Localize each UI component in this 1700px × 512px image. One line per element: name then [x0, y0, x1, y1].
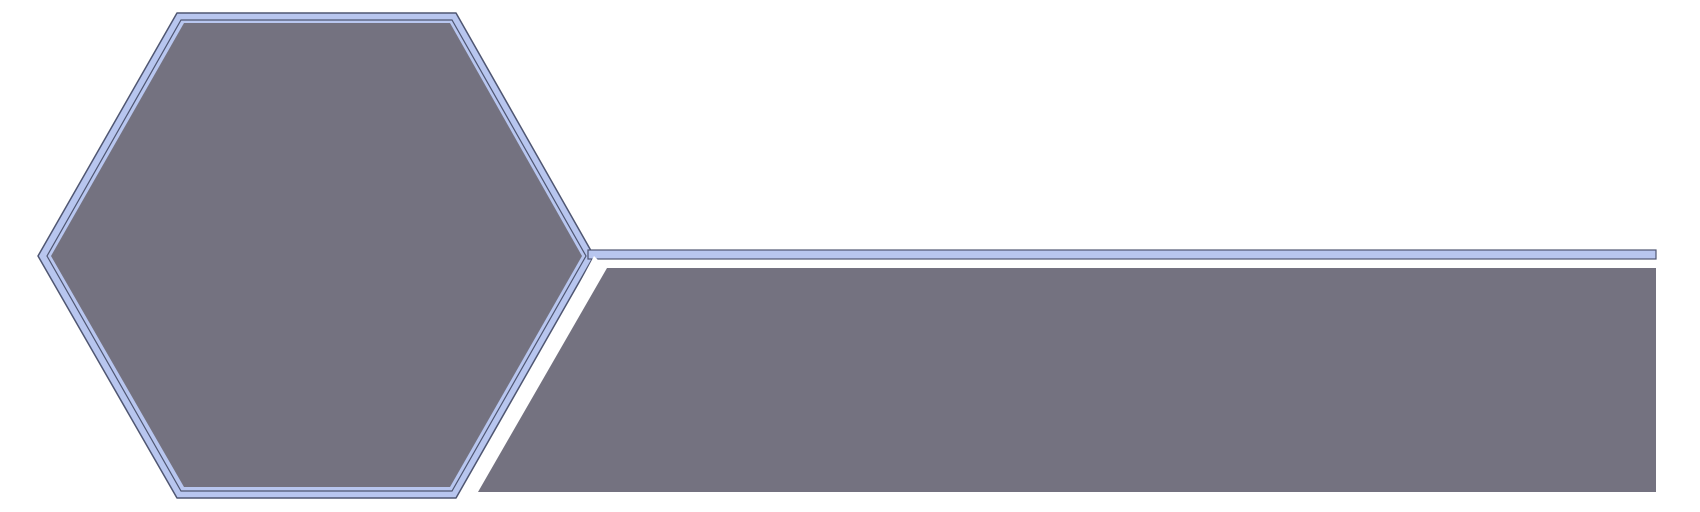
hexagon-panel — [51, 23, 582, 487]
hexagon-inner-outline — [46, 19, 587, 492]
slanted-bar-panel — [478, 268, 1656, 492]
divider-gap — [466, 256, 600, 498]
connector-stripe — [587, 249, 1657, 260]
